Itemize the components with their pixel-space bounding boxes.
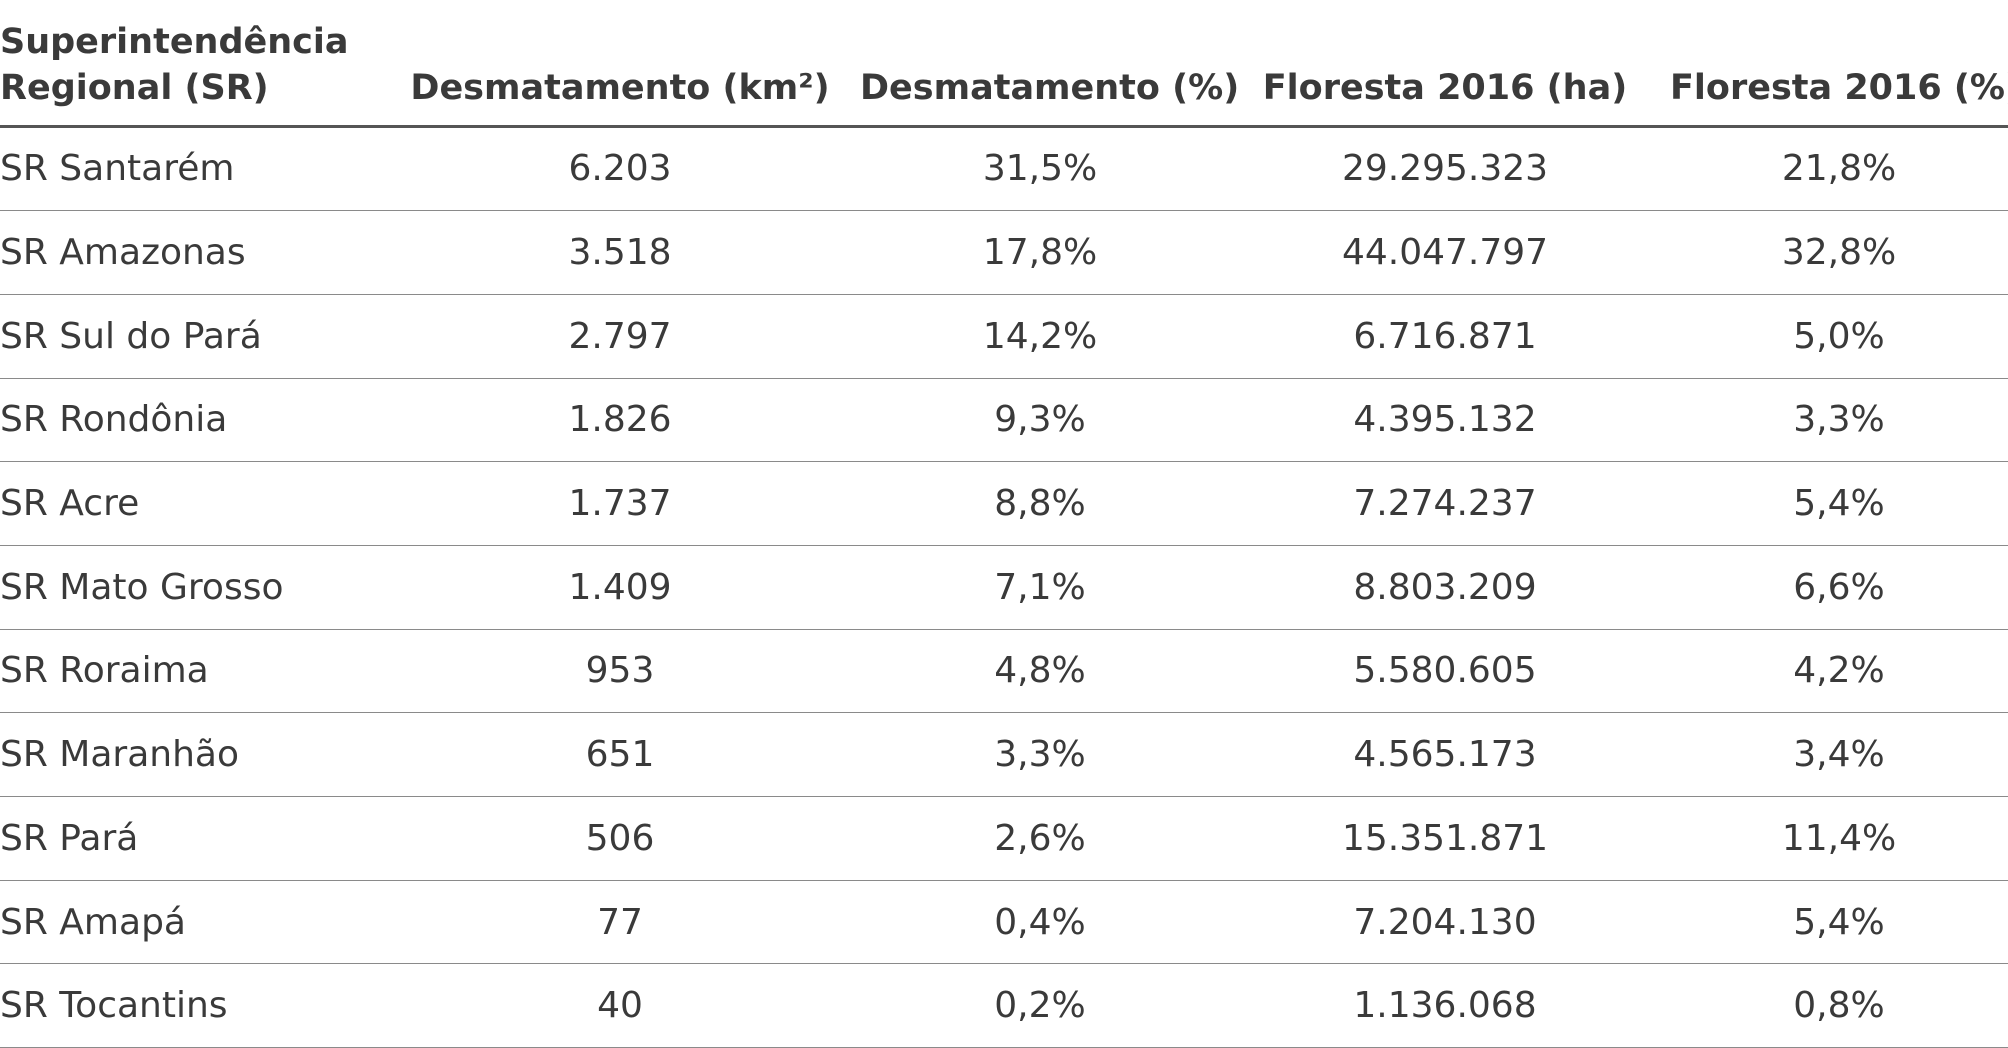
cell-region: SR Pará [0, 796, 380, 881]
cell-deforestation-percent: 2,6% [860, 796, 1220, 881]
table-row: SR Amazonas 3.518 17,8% 44.047.797 32,8% [0, 210, 2008, 295]
cell-forest-2016-ha: 8.803.209 [1220, 545, 1670, 630]
header-first-line1: Superintendência [0, 21, 349, 62]
table-row: SR Roraima 953 4,8% 5.580.605 4,2% [0, 629, 2008, 714]
cell-region: SR Sul do Pará [0, 294, 380, 379]
header-forest-2016-percent: Floresta 2016 (%) [1670, 0, 2008, 128]
cell-region: SR Mato Grosso [0, 545, 380, 630]
cell-deforestation-percent: 3,3% [860, 712, 1220, 797]
header-row: Superintendência Regional (SR) Desmatame… [0, 0, 2008, 128]
cell-forest-2016-percent: 3,4% [1670, 712, 2008, 797]
cell-forest-2016-ha: 29.295.323 [1220, 126, 1670, 212]
cell-forest-2016-percent: 11,4% [1670, 796, 2008, 881]
header-regional-superintendence: Superintendência Regional (SR) [0, 0, 380, 128]
cell-region: SR Amazonas [0, 210, 380, 295]
cell-deforestation-km2: 1.409 [380, 545, 860, 630]
table-row: SR Tocantins 40 0,2% 1.136.068 0,8% [0, 963, 2008, 1048]
table-row: SR Sul do Pará 2.797 14,2% 6.716.871 5,0% [0, 294, 2008, 379]
cell-forest-2016-percent: 6,6% [1670, 545, 2008, 630]
cell-deforestation-km2: 506 [380, 796, 860, 881]
cell-deforestation-percent: 31,5% [860, 126, 1220, 212]
cell-forest-2016-ha: 44.047.797 [1220, 210, 1670, 295]
header-forest-2016-ha: Floresta 2016 (ha) [1220, 0, 1670, 128]
table-body: SR Santarém 6.203 31,5% 29.295.323 21,8% SR A… [0, 126, 2008, 1048]
cell-deforestation-percent: 4,8% [860, 629, 1220, 714]
table-row: SR Mato Grosso 1.409 7,1% 8.803.209 6,6% [0, 545, 2008, 630]
table-row: SR Santarém 6.203 31,5% 29.295.323 21,8% [0, 126, 2008, 212]
cell-deforestation-km2: 6.203 [380, 126, 860, 212]
cell-forest-2016-percent: 0,8% [1670, 963, 2008, 1048]
cell-forest-2016-ha: 1.136.068 [1220, 963, 1670, 1048]
cell-deforestation-km2: 651 [380, 712, 860, 797]
cell-deforestation-km2: 77 [380, 880, 860, 965]
table-row: SR Maranhão 651 3,3% 4.565.173 3,4% [0, 712, 2008, 797]
cell-forest-2016-percent: 3,3% [1670, 378, 2008, 463]
cell-forest-2016-ha: 7.274.237 [1220, 461, 1670, 546]
cell-forest-2016-percent: 5,4% [1670, 880, 2008, 965]
cell-forest-2016-ha: 7.204.130 [1220, 880, 1670, 965]
cell-forest-2016-ha: 6.716.871 [1220, 294, 1670, 379]
cell-deforestation-km2: 1.826 [380, 378, 860, 463]
cell-deforestation-percent: 7,1% [860, 545, 1220, 630]
cell-forest-2016-ha: 4.395.132 [1220, 378, 1670, 463]
header-deforestation-percent: Desmatamento (%) [860, 0, 1239, 128]
cell-region: SR Roraima [0, 629, 380, 714]
table-row: SR Rondônia 1.826 9,3% 4.395.132 3,3% [0, 378, 2008, 463]
cell-forest-2016-percent: 4,2% [1670, 629, 2008, 714]
cell-forest-2016-ha: 4.565.173 [1220, 712, 1670, 797]
cell-deforestation-percent: 14,2% [860, 294, 1220, 379]
cell-region: SR Rondônia [0, 378, 380, 463]
cell-deforestation-km2: 2.797 [380, 294, 860, 379]
cell-region: SR Tocantins [0, 963, 380, 1048]
cell-forest-2016-ha: 15.351.871 [1220, 796, 1670, 881]
cell-deforestation-km2: 40 [380, 963, 860, 1048]
cell-deforestation-percent: 0,4% [860, 880, 1220, 965]
cell-forest-2016-percent: 5,0% [1670, 294, 2008, 379]
header-deforestation-km2: Desmatamento (km²) [380, 0, 860, 128]
cell-deforestation-percent: 9,3% [860, 378, 1220, 463]
cell-deforestation-km2: 3.518 [380, 210, 860, 295]
cell-deforestation-percent: 8,8% [860, 461, 1220, 546]
cell-region: SR Maranhão [0, 712, 380, 797]
cell-deforestation-percent: 17,8% [860, 210, 1220, 295]
table-header: Superintendência Regional (SR) Desmatame… [0, 0, 2008, 128]
header-first-line2: Regional (SR) [0, 67, 269, 108]
cell-forest-2016-percent: 21,8% [1670, 126, 2008, 212]
cell-forest-2016-percent: 5,4% [1670, 461, 2008, 546]
cell-deforestation-km2: 1.737 [380, 461, 860, 546]
cell-forest-2016-ha: 5.580.605 [1220, 629, 1670, 714]
table-row: SR Amapá 77 0,4% 7.204.130 5,4% [0, 880, 2008, 965]
cell-region: SR Amapá [0, 880, 380, 965]
table-row: SR Acre 1.737 8,8% 7.274.237 5,4% [0, 461, 2008, 546]
cell-forest-2016-percent: 32,8% [1670, 210, 2008, 295]
table-row: SR Pará 506 2,6% 15.351.871 11,4% [0, 796, 2008, 881]
cell-region: SR Acre [0, 461, 380, 546]
cell-deforestation-percent: 0,2% [860, 963, 1220, 1048]
cell-region: SR Santarém [0, 126, 380, 212]
cell-deforestation-km2: 953 [380, 629, 860, 714]
